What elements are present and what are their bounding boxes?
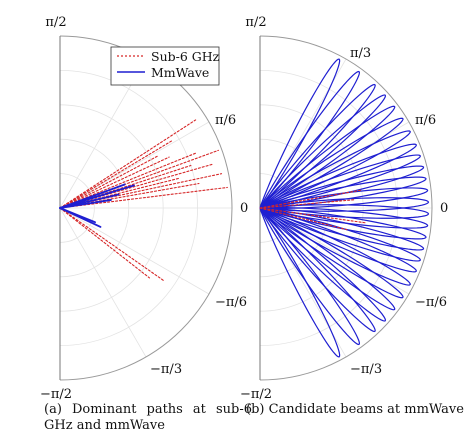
legend-box (110, 46, 220, 86)
angle-tick-label: −π/3 (150, 362, 182, 377)
angle-tick-label: −π/2 (40, 387, 72, 400)
angle-tick-label: π/3 (350, 46, 371, 61)
path-ray (259, 189, 363, 209)
path-ray (59, 207, 165, 282)
path-ray (59, 156, 170, 209)
path-ray (59, 186, 228, 209)
path-ray (259, 199, 355, 209)
grid-spoke (59, 207, 147, 358)
grid-spoke (59, 207, 210, 295)
path-ray (59, 199, 112, 209)
series-solid (259, 58, 430, 358)
legend-label: MmWave (151, 65, 209, 80)
angle-tick-label: −π/3 (350, 362, 382, 377)
beam-lobe (259, 70, 361, 209)
polar-grid (59, 35, 233, 381)
path-ray (259, 207, 348, 231)
legend-label: Sub-6 GHz (151, 49, 220, 64)
beam-lobe (259, 94, 387, 209)
path-ray (59, 207, 102, 228)
series-dotted (259, 189, 367, 231)
angle-tick-label: 0 (440, 201, 448, 216)
path-ray (59, 163, 215, 209)
series-solid (59, 183, 135, 228)
beam-lobe (259, 58, 341, 209)
angle-tick-label: π/6 (215, 113, 236, 128)
path-ray (59, 119, 197, 209)
polar-figure: π/2 π/3 π/6 0 −π/6 −π/3 −π/2 π/2 π/3 π/6 0 −π/6 −π/… (40, 15, 448, 400)
angle-tick-label: π/2 (45, 15, 66, 30)
angle-tick-label: π/6 (415, 113, 436, 128)
caption-a: (a) Dominant paths at sub-6 GHz and mmWa… (44, 402, 252, 433)
caption-b: (b) Candidate beams at mmWave (246, 402, 464, 417)
polar-panel-b: π/2 π/3 π/6 0 −π/6 −π/3 −π/2 (240, 15, 448, 400)
path-ray (59, 155, 158, 209)
angle-tick-label: 0 (240, 201, 248, 216)
angle-tick-label: −π/6 (215, 295, 247, 310)
angle-tick-label: −π/2 (240, 387, 272, 400)
angle-tick-label: π/2 (245, 15, 266, 30)
angle-tick-label: −π/6 (415, 295, 447, 310)
path-ray (259, 207, 367, 224)
path-ray (59, 164, 192, 209)
path-ray (59, 207, 151, 279)
outer-arc (259, 35, 433, 381)
path-ray (59, 140, 173, 209)
